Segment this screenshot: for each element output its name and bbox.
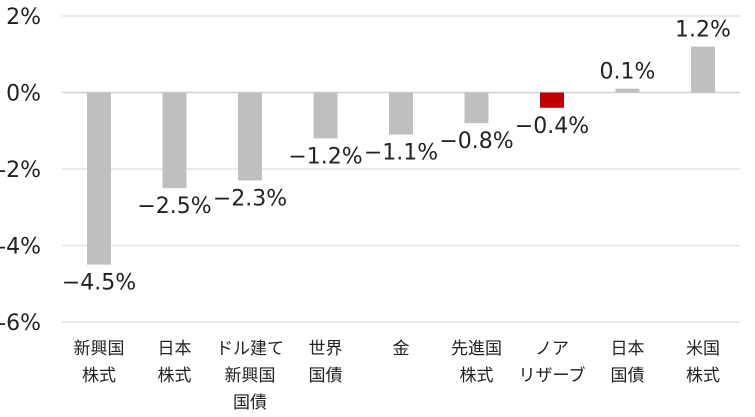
data-label: −0.8% — [439, 129, 513, 154]
category-label: ノア — [535, 339, 569, 359]
data-label: −1.1% — [364, 141, 438, 166]
y-axis-ticks: 2% 0% -2% -4% -6% — [0, 5, 41, 336]
data-label: 0.1% — [600, 60, 656, 85]
y-tick-label: -6% — [0, 311, 41, 336]
y-tick-label: -4% — [0, 235, 41, 260]
category-label: 株式 — [460, 366, 494, 386]
category-label: 国債 — [611, 366, 645, 386]
data-label: −2.3% — [213, 186, 287, 211]
bar — [464, 92, 489, 124]
category-label: 国債 — [233, 393, 267, 413]
bar — [691, 46, 715, 93]
data-label: −2.5% — [137, 194, 211, 219]
data-label: 1.2% — [675, 18, 731, 43]
bar — [313, 92, 338, 139]
y-tick-label: 2% — [6, 5, 41, 30]
category-label: 新興国 — [74, 339, 125, 359]
bar — [389, 92, 413, 135]
category-label: 株式 — [686, 366, 720, 386]
category-label: ドル建て — [216, 339, 284, 359]
category-label: 先進国 — [451, 339, 502, 359]
bars — [87, 46, 715, 265]
data-label: −4.5% — [62, 271, 136, 296]
category-label: 世界 — [309, 339, 343, 359]
bar — [615, 88, 640, 93]
category-label: 日本 — [611, 339, 645, 359]
category-label: 日本 — [158, 339, 192, 359]
category-label: 米国 — [686, 339, 720, 359]
category-label: 国債 — [309, 366, 343, 386]
bar — [540, 92, 564, 108]
data-label: −0.4% — [515, 114, 589, 139]
category-label: 株式 — [82, 366, 116, 386]
category-label: 金 — [393, 339, 410, 359]
category-label: 株式 — [158, 366, 192, 386]
y-tick-label: 0% — [6, 82, 41, 107]
bar — [87, 92, 111, 265]
data-label: −1.2% — [288, 144, 362, 169]
data-labels: −4.5% −2.5% −2.3%−1.2% −1.1% −0.8%−0.4% 0.1% 1… — [62, 18, 731, 296]
bar — [238, 92, 262, 181]
category-label: リザーブ — [519, 365, 586, 386]
y-tick-label: -2% — [0, 158, 41, 183]
bar — [162, 92, 187, 189]
category-label: 新興国 — [225, 366, 276, 386]
